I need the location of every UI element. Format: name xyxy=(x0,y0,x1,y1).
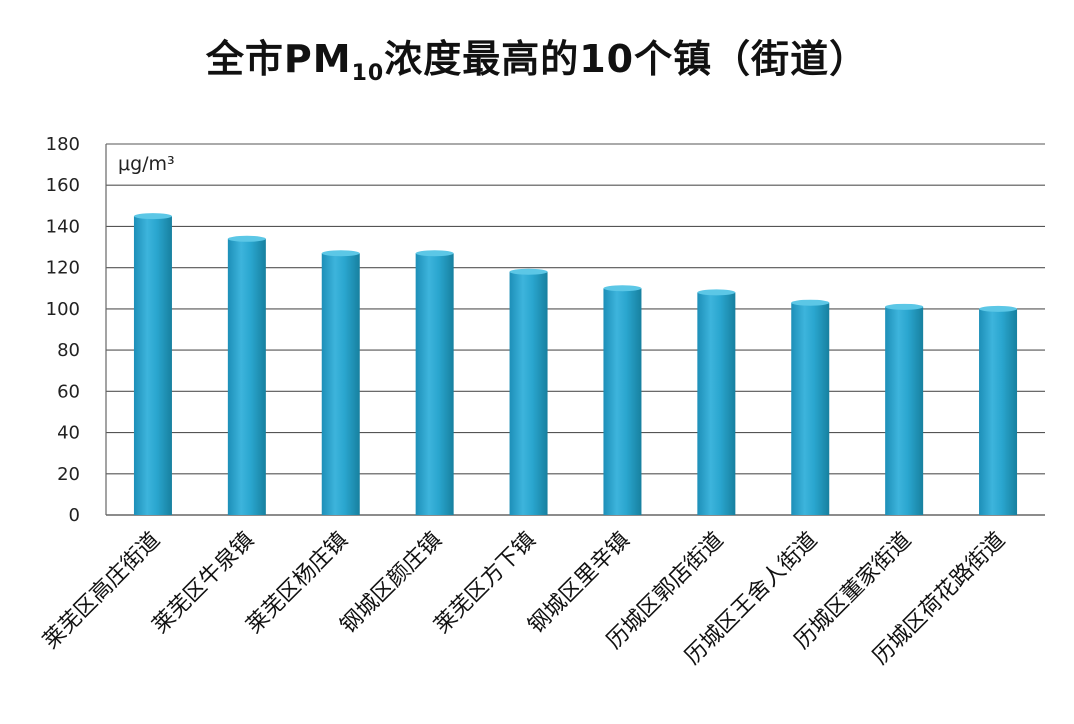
y-axis-ticks: 0 20 40 60 80 100 120 140 160 180 xyxy=(46,134,80,526)
bar xyxy=(227,238,266,516)
unit-label: μg/m³ xyxy=(118,153,175,175)
y-tick-label: 60 xyxy=(57,381,80,402)
bar xyxy=(885,306,924,515)
y-tick-label: 140 xyxy=(46,216,80,237)
bar-cap xyxy=(791,299,830,306)
title-rest: 浓度最高的10个镇（街道） xyxy=(384,37,869,81)
bar-group xyxy=(697,289,736,515)
y-tick-label: 120 xyxy=(46,258,80,279)
bar xyxy=(603,288,642,515)
bar-group xyxy=(415,250,454,515)
bar xyxy=(133,216,172,515)
x-category-label: 莱芜区高庄街道 xyxy=(39,528,166,655)
title-main: 全市PM xyxy=(205,37,352,81)
bar xyxy=(697,292,736,515)
y-tick-label: 180 xyxy=(46,134,80,155)
bar-group xyxy=(885,303,924,515)
bar xyxy=(509,271,548,515)
title-subscript: 10 xyxy=(351,61,385,86)
y-tick-label: 40 xyxy=(57,423,80,444)
y-tick-label: 20 xyxy=(57,464,80,485)
y-tick-label: 80 xyxy=(57,340,80,361)
bar-cap xyxy=(133,213,172,220)
bar-cap xyxy=(509,268,548,275)
y-tick-label: 160 xyxy=(46,175,80,196)
bar xyxy=(979,308,1018,515)
bar-cap xyxy=(979,305,1018,312)
bar-group xyxy=(791,299,830,515)
y-tick-label: 100 xyxy=(46,299,80,320)
bar xyxy=(321,253,360,515)
bar-cap xyxy=(885,303,924,310)
bar-group xyxy=(321,250,360,515)
chart-title: 全市PM10浓度最高的10个镇（街道） xyxy=(0,28,1074,86)
bar-group xyxy=(979,305,1018,515)
bars xyxy=(133,213,1018,516)
bar-group xyxy=(603,285,642,515)
bar-cap xyxy=(227,235,266,242)
bar-cap xyxy=(415,250,454,257)
bar-cap xyxy=(603,285,642,292)
bar-group xyxy=(133,213,172,515)
bar xyxy=(415,253,454,515)
bar-cap xyxy=(697,289,736,296)
bar-cap xyxy=(321,250,360,257)
x-axis-labels: 莱芜区高庄街道莱芜区牛泉镇莱芜区杨庄镇钢城区颜庄镇莱芜区方下镇钢城区里辛镇历城区… xyxy=(39,528,1011,670)
y-tick-label: 0 xyxy=(69,505,80,526)
bar xyxy=(791,302,830,515)
bar-group xyxy=(509,268,548,515)
bar-group xyxy=(227,235,266,516)
